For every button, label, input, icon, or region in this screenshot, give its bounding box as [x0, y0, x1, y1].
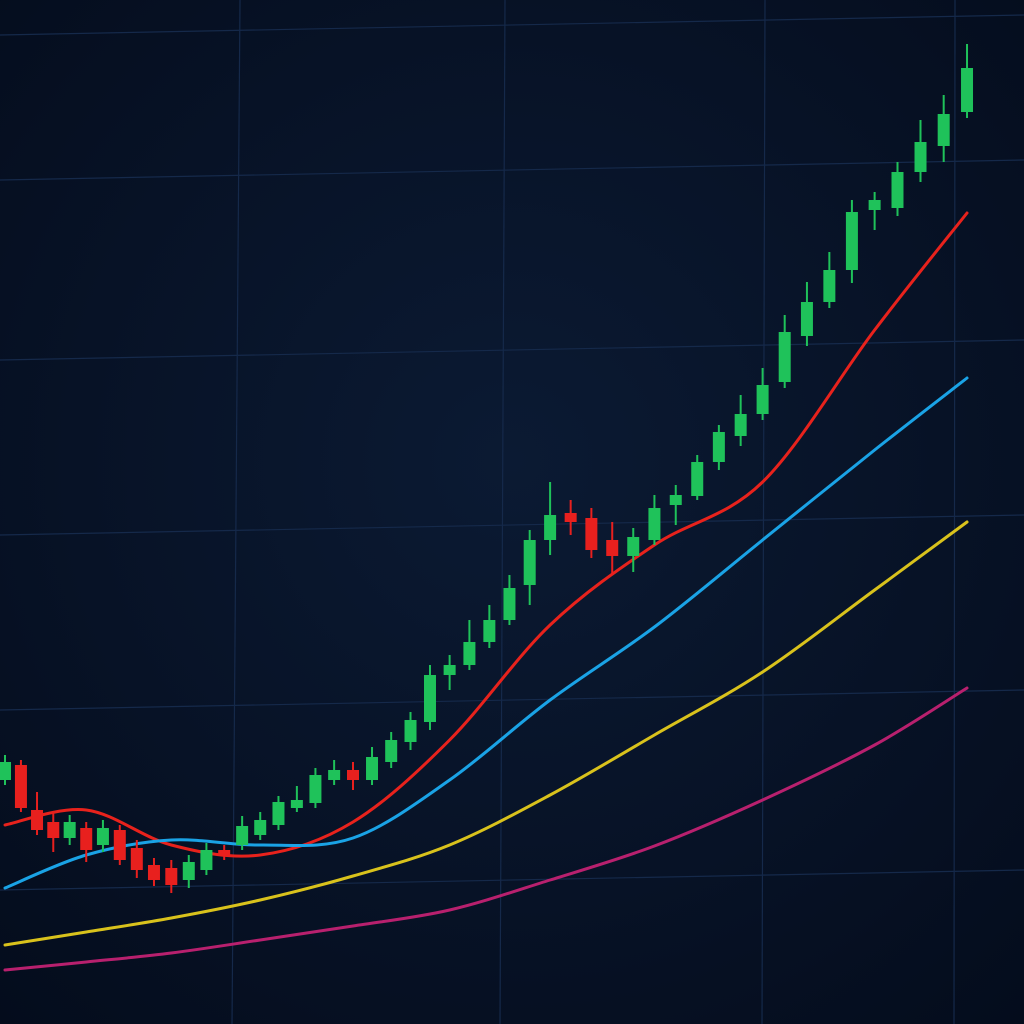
candle-body — [544, 515, 557, 540]
candle-body — [272, 802, 285, 825]
grid-line — [0, 339, 1024, 361]
candle-body — [130, 848, 143, 870]
candle-body — [606, 540, 619, 556]
candle-body — [423, 675, 436, 722]
candle-body — [347, 770, 359, 780]
grid-line-vertical — [953, 0, 956, 1024]
candle-body — [236, 826, 249, 845]
candle-body — [778, 332, 791, 382]
candle-body — [218, 850, 231, 856]
candle-body — [483, 620, 496, 642]
moving-average-line — [3, 520, 969, 947]
grid-line — [0, 514, 1024, 536]
candle-body — [503, 588, 516, 620]
candle-body — [823, 270, 836, 302]
grid-line-vertical — [761, 0, 766, 1024]
candle-body — [290, 800, 303, 808]
moving-averages — [3, 211, 969, 972]
candle-body — [96, 828, 109, 845]
candle-body — [585, 518, 598, 550]
horizontal-grid — [0, 14, 1024, 891]
candle-body — [47, 822, 60, 838]
candles — [0, 44, 974, 893]
candle-body — [80, 828, 93, 850]
candle-body — [845, 212, 858, 270]
candle-body — [0, 762, 11, 780]
candle-body — [63, 822, 76, 838]
candle-body — [366, 757, 379, 780]
candle-body — [443, 665, 456, 675]
candle-body — [328, 770, 341, 780]
candle-body — [734, 414, 747, 436]
candle-body — [891, 172, 904, 208]
candle-body — [937, 114, 950, 146]
candle-body — [800, 302, 813, 336]
candle-body — [165, 868, 178, 885]
candle-body — [669, 495, 682, 505]
candle-body — [147, 865, 160, 880]
grid-line-vertical — [231, 0, 241, 1024]
candle-body — [961, 68, 974, 112]
candle-body — [523, 540, 536, 585]
candle-body — [627, 537, 640, 556]
candle-body — [182, 862, 195, 880]
candle-body — [648, 508, 661, 540]
grid-line — [0, 689, 1024, 711]
moving-average-line — [3, 376, 969, 890]
candle-body — [200, 850, 213, 870]
candle-body — [14, 765, 27, 808]
grid-line — [0, 159, 1024, 181]
grid-line — [0, 14, 1024, 36]
candle-body — [385, 740, 398, 762]
candle-body — [756, 385, 769, 414]
moving-average-line — [3, 211, 969, 858]
candle-body — [691, 462, 704, 496]
moving-average-line — [3, 686, 969, 972]
candle-body — [309, 775, 322, 803]
candle-body — [113, 830, 126, 860]
candle-body — [254, 820, 267, 835]
candle-body — [31, 810, 44, 830]
candle-body — [914, 142, 927, 172]
candle-body — [712, 432, 725, 462]
candle-body — [868, 200, 881, 210]
candle-body — [463, 642, 476, 665]
candle-body — [564, 513, 577, 522]
candle-body — [404, 720, 417, 742]
